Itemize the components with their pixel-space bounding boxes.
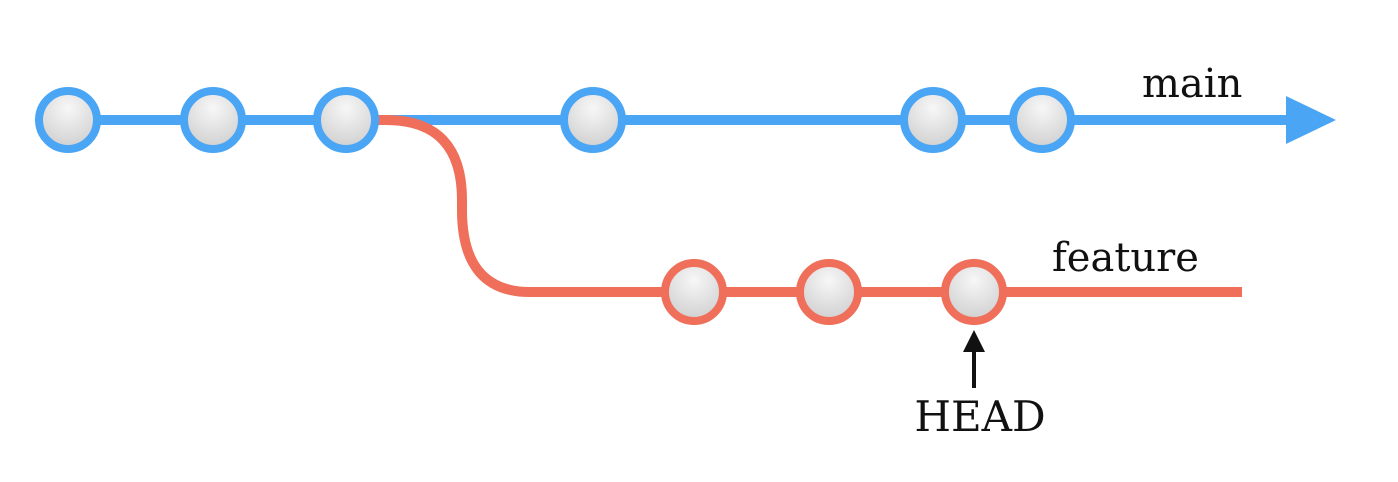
feature-branch-label: feature bbox=[1052, 235, 1199, 281]
feature-commit-3 bbox=[941, 259, 1007, 325]
feature-commit-1 bbox=[661, 259, 727, 325]
main-commit-1 bbox=[35, 87, 101, 153]
main-commit-4 bbox=[560, 87, 626, 153]
main-commit-5 bbox=[900, 87, 966, 153]
feature-branch-line bbox=[346, 115, 1242, 297]
main-branch-label: main bbox=[1142, 61, 1242, 107]
feature-commits bbox=[661, 259, 1007, 325]
main-commit-6 bbox=[1009, 87, 1075, 153]
head-label: HEAD bbox=[914, 392, 1045, 441]
feature-commit-2 bbox=[796, 259, 862, 325]
main-commits bbox=[35, 87, 1075, 153]
main-branch-arrow bbox=[1286, 96, 1336, 144]
main-commit-2 bbox=[180, 87, 246, 153]
head-pointer-arrow-head bbox=[963, 330, 985, 352]
main-commit-3 bbox=[313, 87, 379, 153]
